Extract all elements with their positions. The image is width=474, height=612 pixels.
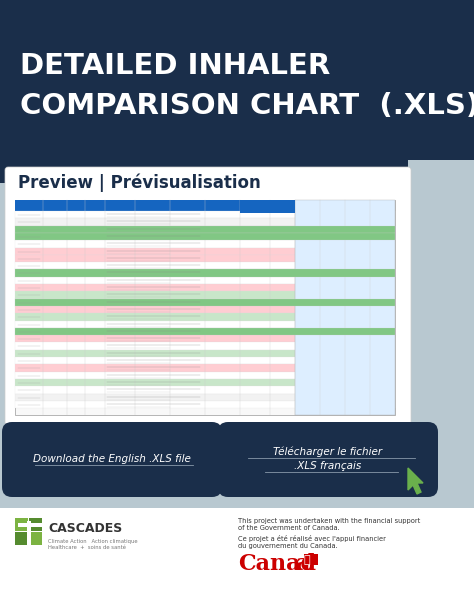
- Bar: [15, 313, 395, 321]
- Bar: [15, 269, 395, 277]
- Bar: [15, 226, 395, 233]
- Bar: [15, 255, 395, 262]
- Bar: [27, 521, 31, 547]
- Text: a: a: [295, 553, 310, 575]
- Bar: [15, 518, 28, 531]
- Bar: [15, 247, 395, 255]
- Bar: [0, 508, 474, 612]
- Bar: [15, 262, 395, 269]
- FancyBboxPatch shape: [218, 422, 438, 497]
- Bar: [15, 335, 395, 342]
- Bar: [15, 371, 395, 379]
- Bar: [15, 299, 395, 306]
- FancyBboxPatch shape: [5, 167, 411, 425]
- Bar: [15, 342, 395, 349]
- Polygon shape: [408, 468, 423, 494]
- Ellipse shape: [385, 28, 474, 203]
- Bar: [15, 321, 395, 328]
- Bar: [304, 554, 318, 565]
- Bar: [15, 357, 395, 364]
- Text: DETAILED INHALER: DETAILED INHALER: [20, 52, 330, 80]
- Bar: [15, 299, 395, 306]
- Bar: [0, 160, 474, 520]
- Bar: [295, 200, 395, 415]
- Bar: [15, 226, 395, 233]
- Bar: [0, 424, 474, 514]
- Bar: [15, 200, 395, 415]
- Bar: [15, 240, 395, 247]
- Text: 🍁: 🍁: [304, 555, 310, 565]
- Text: Download the English .XLS file: Download the English .XLS file: [33, 454, 191, 464]
- Bar: [0, 0, 474, 160]
- Bar: [15, 284, 395, 291]
- Bar: [15, 532, 28, 545]
- Bar: [29, 532, 42, 545]
- Text: Ce projet a été réalisé avec l'appui financier
du gouvernement du Canada.: Ce projet a été réalisé avec l'appui fin…: [238, 535, 386, 549]
- Bar: [15, 269, 395, 277]
- Bar: [15, 328, 395, 335]
- Text: Climate Action   Action climatique
Healthcare  +  soins de santé: Climate Action Action climatique Healthc…: [48, 539, 137, 550]
- Bar: [15, 291, 395, 299]
- Bar: [15, 233, 395, 240]
- Ellipse shape: [357, 0, 474, 200]
- FancyBboxPatch shape: [2, 422, 222, 497]
- Bar: [15, 277, 395, 284]
- Bar: [15, 379, 395, 386]
- Bar: [15, 386, 395, 394]
- Text: COMPARISON CHART  (.XLS): COMPARISON CHART (.XLS): [20, 92, 474, 120]
- FancyBboxPatch shape: [0, 0, 408, 183]
- Bar: [29, 518, 42, 531]
- Bar: [15, 306, 395, 313]
- Text: Télécharger le fichier: Télécharger le fichier: [273, 447, 383, 457]
- Bar: [15, 401, 395, 408]
- Bar: [15, 211, 395, 218]
- Bar: [15, 200, 395, 211]
- Bar: [18, 523, 44, 527]
- Bar: [15, 394, 395, 401]
- Bar: [240, 200, 295, 213]
- Text: Preview | Prévisualisation: Preview | Prévisualisation: [18, 173, 261, 192]
- Text: CASCADES: CASCADES: [48, 521, 122, 534]
- Bar: [15, 349, 395, 357]
- Bar: [15, 233, 395, 240]
- Text: Canad: Canad: [238, 553, 316, 575]
- Bar: [15, 218, 395, 226]
- Text: .XLS français: .XLS français: [294, 461, 362, 471]
- Bar: [15, 328, 395, 335]
- Text: This project was undertaken with the financial support
of the Government of Cana: This project was undertaken with the fin…: [238, 518, 420, 531]
- Bar: [15, 364, 395, 371]
